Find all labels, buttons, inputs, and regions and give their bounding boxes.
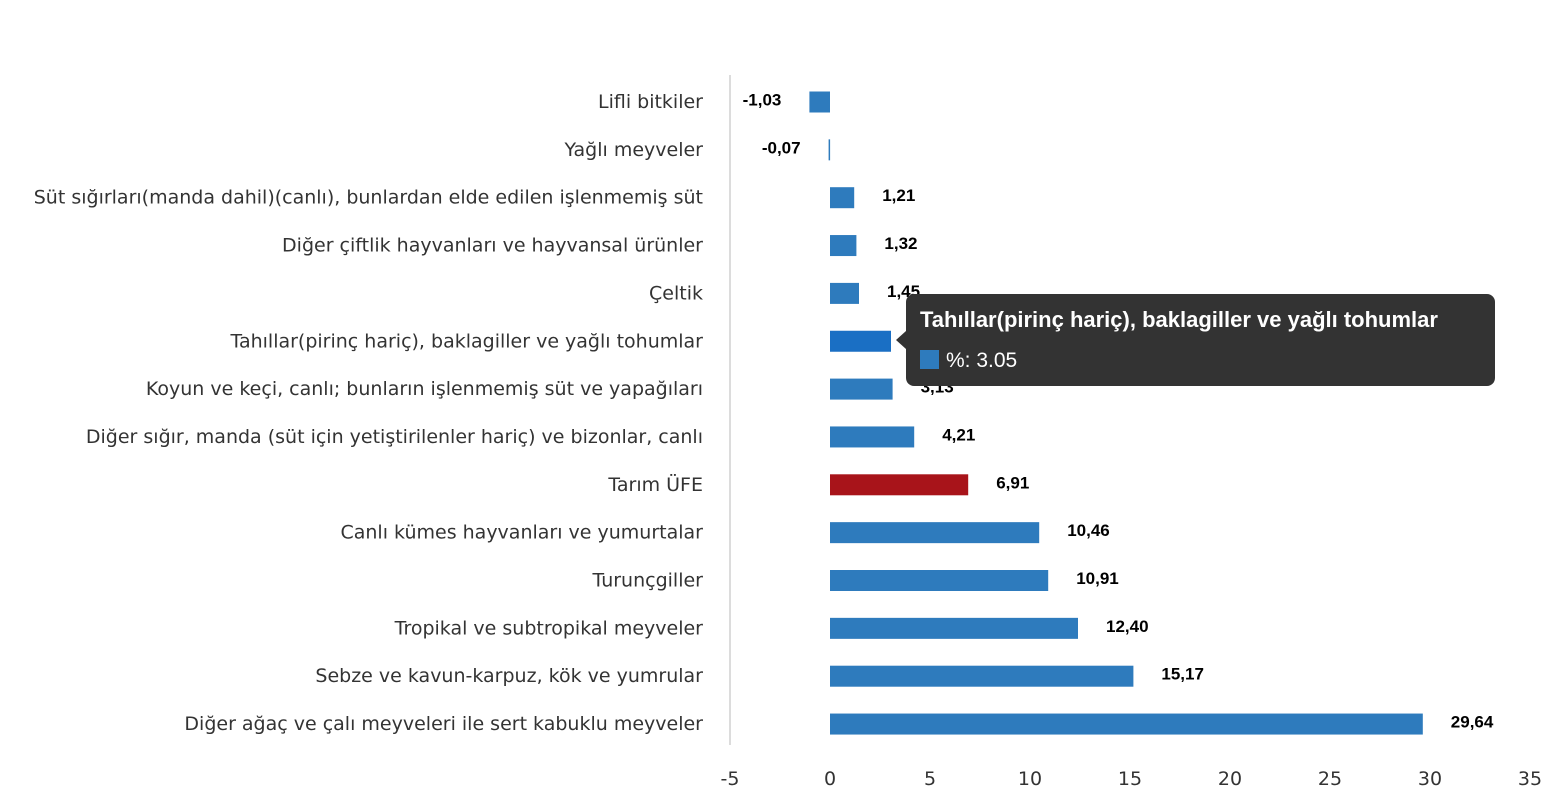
- category-label: Tropikal ve subtropikal meyveler: [394, 617, 704, 639]
- x-tick-label: 15: [1118, 768, 1142, 790]
- x-tick-label: 20: [1218, 768, 1242, 790]
- value-label: 12,40: [1106, 617, 1149, 636]
- bar[interactable]: [830, 426, 915, 448]
- bar[interactable]: [830, 713, 1423, 735]
- category-label: Sebze ve kavun-karpuz, kök ve yumrular: [315, 665, 703, 687]
- category-label: Koyun ve keçi, canlı; bunların işlenmemi…: [146, 378, 703, 400]
- x-tick-label: 5: [924, 768, 936, 790]
- bars-layer: [809, 91, 1423, 735]
- value-label: 4,21: [942, 425, 975, 444]
- x-tick-label: 0: [824, 768, 836, 790]
- value-label: -1,03: [743, 91, 782, 110]
- bar[interactable]: [830, 474, 969, 496]
- category-label: Çeltik: [649, 282, 703, 304]
- bar[interactable]: [830, 378, 893, 400]
- chart-tooltip: Tahıllar(pirinç hariç), baklagiller ve y…: [896, 294, 1495, 386]
- bar[interactable]: [830, 617, 1078, 639]
- value-label: 15,17: [1161, 665, 1204, 684]
- value-label: 29,64: [1451, 713, 1494, 732]
- category-label: Canlı kümes hayvanları ve yumurtalar: [340, 522, 703, 544]
- category-label: Tahıllar(pirinç hariç), baklagiller ve y…: [229, 330, 703, 352]
- category-label: Lifli bitkiler: [598, 91, 703, 113]
- x-tick-label: 35: [1518, 768, 1542, 790]
- value-label: 1,32: [884, 234, 917, 253]
- bar[interactable]: [830, 282, 859, 304]
- category-labels: Lifli bitkiler Yağlı meyveler Süt sığırlar…: [34, 91, 703, 735]
- category-label: Süt sığırları(manda dahil)(canlı), bunla…: [34, 187, 703, 209]
- x-tick-label: 10: [1018, 768, 1042, 790]
- tooltip-value: %: 3.05: [946, 349, 1017, 372]
- category-label: Yağlı meyveler: [564, 139, 704, 161]
- bar[interactable]: [809, 91, 830, 113]
- bar[interactable]: [830, 187, 855, 209]
- bar[interactable]: [830, 235, 857, 257]
- value-labels: -1,03-0,071,211,321,453,053,134,216,9110…: [743, 91, 1494, 732]
- value-label: 6,91: [996, 473, 1029, 492]
- bar[interactable]: [830, 522, 1040, 544]
- bar[interactable]: [830, 665, 1134, 687]
- bar[interactable]: [828, 139, 831, 161]
- x-tick-labels: -5 0 5 10 15 20 25 30 35: [721, 768, 1543, 790]
- category-label: Turunçgiller: [591, 570, 703, 592]
- x-tick-label: 25: [1318, 768, 1342, 790]
- tooltip-title: Tahıllar(pirinç hariç), baklagiller ve y…: [920, 307, 1438, 332]
- value-label: 10,46: [1067, 521, 1110, 540]
- category-label: Tarım ÜFE: [607, 473, 703, 496]
- tooltip-pointer: [896, 331, 906, 349]
- bar[interactable]: [830, 330, 891, 352]
- value-label: 1,21: [882, 186, 915, 205]
- x-tick-label: -5: [721, 768, 740, 790]
- category-label: Diğer çiftlik hayvanları ve hayvansal ür…: [282, 235, 703, 257]
- category-label: Diğer sığır, manda (süt için yetiştirile…: [86, 426, 703, 448]
- tooltip-series-swatch: [920, 350, 939, 369]
- x-tick-label: 30: [1418, 768, 1442, 790]
- tooltip-background: [906, 294, 1495, 386]
- value-label: -0,07: [762, 138, 801, 157]
- category-label: Diğer ağaç ve çalı meyveleri ile sert ka…: [184, 713, 703, 735]
- value-label: 10,91: [1076, 569, 1119, 588]
- bar[interactable]: [830, 570, 1049, 591]
